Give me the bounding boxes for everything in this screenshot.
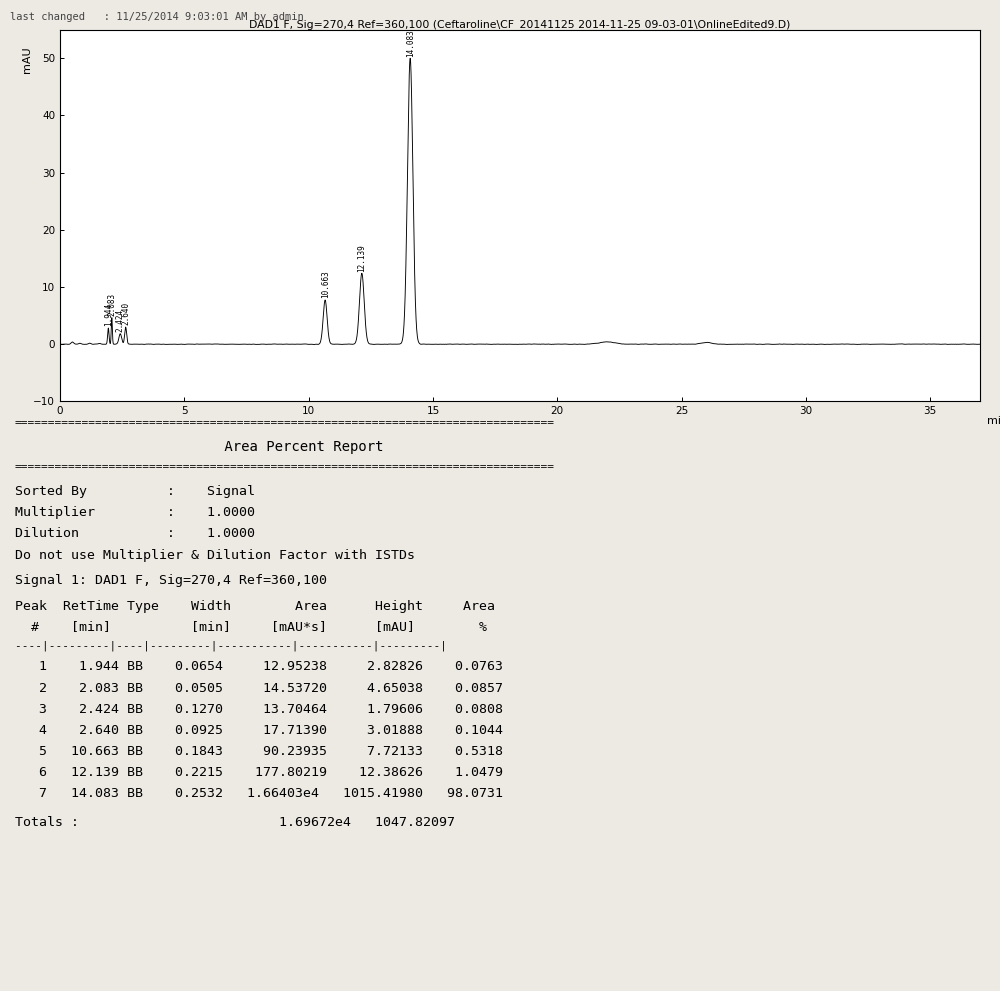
Text: 6   12.139 BB    0.2215    177.80219    12.38626    1.0479: 6 12.139 BB 0.2215 177.80219 12.38626 1.… [15, 766, 503, 779]
Text: Do not use Multiplier & Dilution Factor with ISTDs: Do not use Multiplier & Dilution Factor … [15, 549, 415, 562]
Text: 14.083: 14.083 [406, 29, 415, 56]
Text: 3    2.424 BB    0.1270     13.70464     1.79606    0.0808: 3 2.424 BB 0.1270 13.70464 1.79606 0.080… [15, 703, 503, 716]
Text: #    [min]          [min]     [mAU*s]      [mAU]        %: # [min] [min] [mAU*s] [mAU] % [15, 620, 487, 633]
Text: Dilution           :    1.0000: Dilution : 1.0000 [15, 527, 255, 540]
Text: 4    2.640 BB    0.0925     17.71390     3.01888    0.1044: 4 2.640 BB 0.0925 17.71390 3.01888 0.104… [15, 723, 503, 736]
Text: 2    2.083 BB    0.0505     14.53720     4.65038    0.0857: 2 2.083 BB 0.0505 14.53720 4.65038 0.085… [15, 682, 503, 695]
Text: last changed   : 11/25/2014 9:03:01 AM by admin: last changed : 11/25/2014 9:03:01 AM by … [10, 12, 304, 22]
Text: Peak  RetTime Type    Width        Area      Height     Area: Peak RetTime Type Width Area Height Area [15, 601, 495, 613]
Text: 2.424: 2.424 [116, 309, 125, 332]
Text: 1.944: 1.944 [104, 303, 113, 326]
Text: 2.640: 2.640 [121, 302, 130, 325]
Text: 7   14.083 BB    0.2532   1.66403e4   1015.41980   98.0731: 7 14.083 BB 0.2532 1.66403e4 1015.41980 … [15, 787, 503, 800]
Y-axis label: mAU: mAU [22, 47, 32, 72]
Text: ----|---------|----|---------|-----------|-----------|---------|: ----|---------|----|---------|----------… [15, 640, 454, 651]
Text: Sorted By          :    Signal: Sorted By : Signal [15, 486, 255, 498]
Text: Totals :                         1.69672e4   1047.82097: Totals : 1.69672e4 1047.82097 [15, 816, 455, 829]
Text: ================================================================================: ========================================… [15, 418, 555, 428]
Text: Signal 1: DAD1 F, Sig=270,4 Ref=360,100: Signal 1: DAD1 F, Sig=270,4 Ref=360,100 [15, 575, 327, 588]
Text: min: min [987, 415, 1000, 426]
Text: ================================================================================: ========================================… [15, 462, 555, 472]
Title: DAD1 F, Sig=270,4 Ref=360,100 (Ceftaroline\CF_20141125 2014-11-25 09-03-01\Onlin: DAD1 F, Sig=270,4 Ref=360,100 (Ceftaroli… [249, 19, 791, 30]
Text: Area Percent Report: Area Percent Report [15, 440, 384, 454]
Text: Multiplier         :    1.0000: Multiplier : 1.0000 [15, 506, 255, 519]
Text: 12.139: 12.139 [357, 244, 366, 272]
Text: 2.083: 2.083 [107, 292, 116, 316]
Text: 10.663: 10.663 [321, 271, 330, 298]
Text: 5   10.663 BB    0.1843     90.23935     7.72133    0.5318: 5 10.663 BB 0.1843 90.23935 7.72133 0.53… [15, 745, 503, 758]
Text: 1    1.944 BB    0.0654     12.95238     2.82826    0.0763: 1 1.944 BB 0.0654 12.95238 2.82826 0.076… [15, 660, 503, 674]
